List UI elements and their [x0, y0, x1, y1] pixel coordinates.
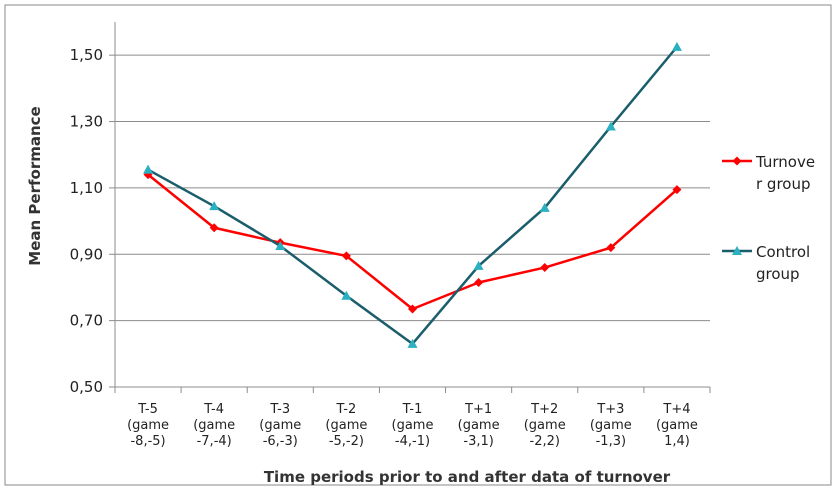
data-point — [408, 304, 417, 314]
x-tick-label-line: -2,2) — [530, 434, 560, 449]
legend-swatch-marker — [732, 156, 742, 166]
data-point — [275, 240, 286, 250]
y-tick-labels: 0,50 0,70 0,90 1,10 1,30 1,50 — [70, 46, 103, 396]
x-tick-label: T+1 (game -3,1) — [458, 402, 500, 449]
x-tick-label-line: (game — [193, 418, 235, 433]
series-layer — [143, 41, 682, 348]
x-tick-label: T-3 (game -6,-3) — [259, 402, 301, 449]
data-point — [209, 223, 219, 233]
x-tick-label-line: -3,1) — [463, 434, 493, 449]
x-tick-label-line: T-3 — [269, 402, 290, 417]
x-tick-label-line: -1,3) — [596, 434, 626, 449]
y-axis-title: Mean Performance — [26, 106, 44, 265]
x-tick-label-line: -6,-3) — [263, 434, 298, 449]
x-tick-label-line: T-1 — [402, 402, 423, 417]
x-tick-label: T+3 (game -1,3) — [590, 402, 632, 449]
x-tick-label-line: T-4 — [203, 402, 224, 417]
y-tick-label: 1,50 — [70, 46, 103, 64]
x-tick-label-line: T+4 — [662, 402, 690, 417]
data-point — [209, 201, 220, 211]
x-tick-label-line: T+1 — [464, 402, 492, 417]
x-tick-label-line: -8,-5) — [130, 434, 165, 449]
data-point — [605, 121, 616, 131]
x-tick-label-line: (game — [392, 418, 434, 433]
x-tick-label-line: -4,-1) — [395, 434, 430, 449]
x-tick-label: T-2 (game -5,-2) — [325, 402, 367, 449]
x-tick-labels: T-5 (game -8,-5)T-4 (game -7,-4)T-3 (game -6,-… — [127, 402, 698, 449]
data-point — [341, 251, 351, 261]
legend-item-turnover: Turnove r group — [722, 153, 815, 193]
x-tick-label-line: T+2 — [530, 402, 558, 417]
data-point — [606, 243, 616, 253]
x-tick-label-line: (game — [259, 418, 301, 433]
y-tick-label: 0,90 — [70, 245, 103, 263]
legend-item-control: Control group — [722, 243, 810, 283]
x-axis-title: Time periods prior to and after data of … — [264, 468, 671, 486]
x-tick-label-line: 1,4) — [664, 434, 690, 449]
data-point — [540, 263, 550, 273]
data-point — [672, 185, 682, 195]
series-control — [143, 41, 682, 348]
x-tick-label-line: T+3 — [596, 402, 624, 417]
x-tick-label: T+2 (game -2,2) — [524, 402, 566, 449]
x-tick-label-line: -7,-4) — [197, 434, 232, 449]
y-tick-label: 1,30 — [70, 113, 103, 131]
y-tick-label: 0,70 — [70, 312, 103, 330]
legend: Turnove r group Control group — [722, 153, 815, 283]
x-tick-label-line: (game — [458, 418, 500, 433]
x-tick-label-line: (game — [656, 418, 698, 433]
legend-label: Control — [756, 243, 810, 261]
legend-label: group — [756, 265, 800, 283]
data-point — [671, 41, 682, 51]
legend-label: r group — [756, 175, 811, 193]
data-point — [407, 338, 418, 348]
y-tick-label: 0,50 — [70, 378, 103, 396]
legend-swatch-marker — [732, 246, 742, 255]
legend-label: Turnove — [755, 153, 815, 171]
x-tick-label-line: (game — [590, 418, 632, 433]
axes — [109, 22, 711, 393]
x-tick-label: T-4 (game -7,-4) — [193, 402, 235, 449]
data-point — [539, 202, 550, 212]
x-tick-label: T-1 (game -4,-1) — [392, 402, 434, 449]
x-tick-label: T-5 (game -8,-5) — [127, 402, 169, 449]
x-tick-label-line: -5,-2) — [329, 434, 364, 449]
x-tick-label: T+4 (game 1,4) — [656, 402, 698, 449]
gridlines — [115, 54, 710, 322]
x-tick-label-line: (game — [127, 418, 169, 433]
data-point — [143, 164, 154, 174]
x-tick-label-line: (game — [524, 418, 566, 433]
data-point — [474, 277, 484, 287]
x-tick-label-line: T-2 — [336, 402, 357, 417]
y-tick-label: 1,10 — [70, 179, 103, 197]
data-point — [473, 260, 484, 270]
x-tick-label-line: T-5 — [137, 402, 158, 417]
chart-border — [4, 4, 832, 486]
x-tick-label-line: (game — [325, 418, 367, 433]
data-point — [341, 290, 352, 300]
